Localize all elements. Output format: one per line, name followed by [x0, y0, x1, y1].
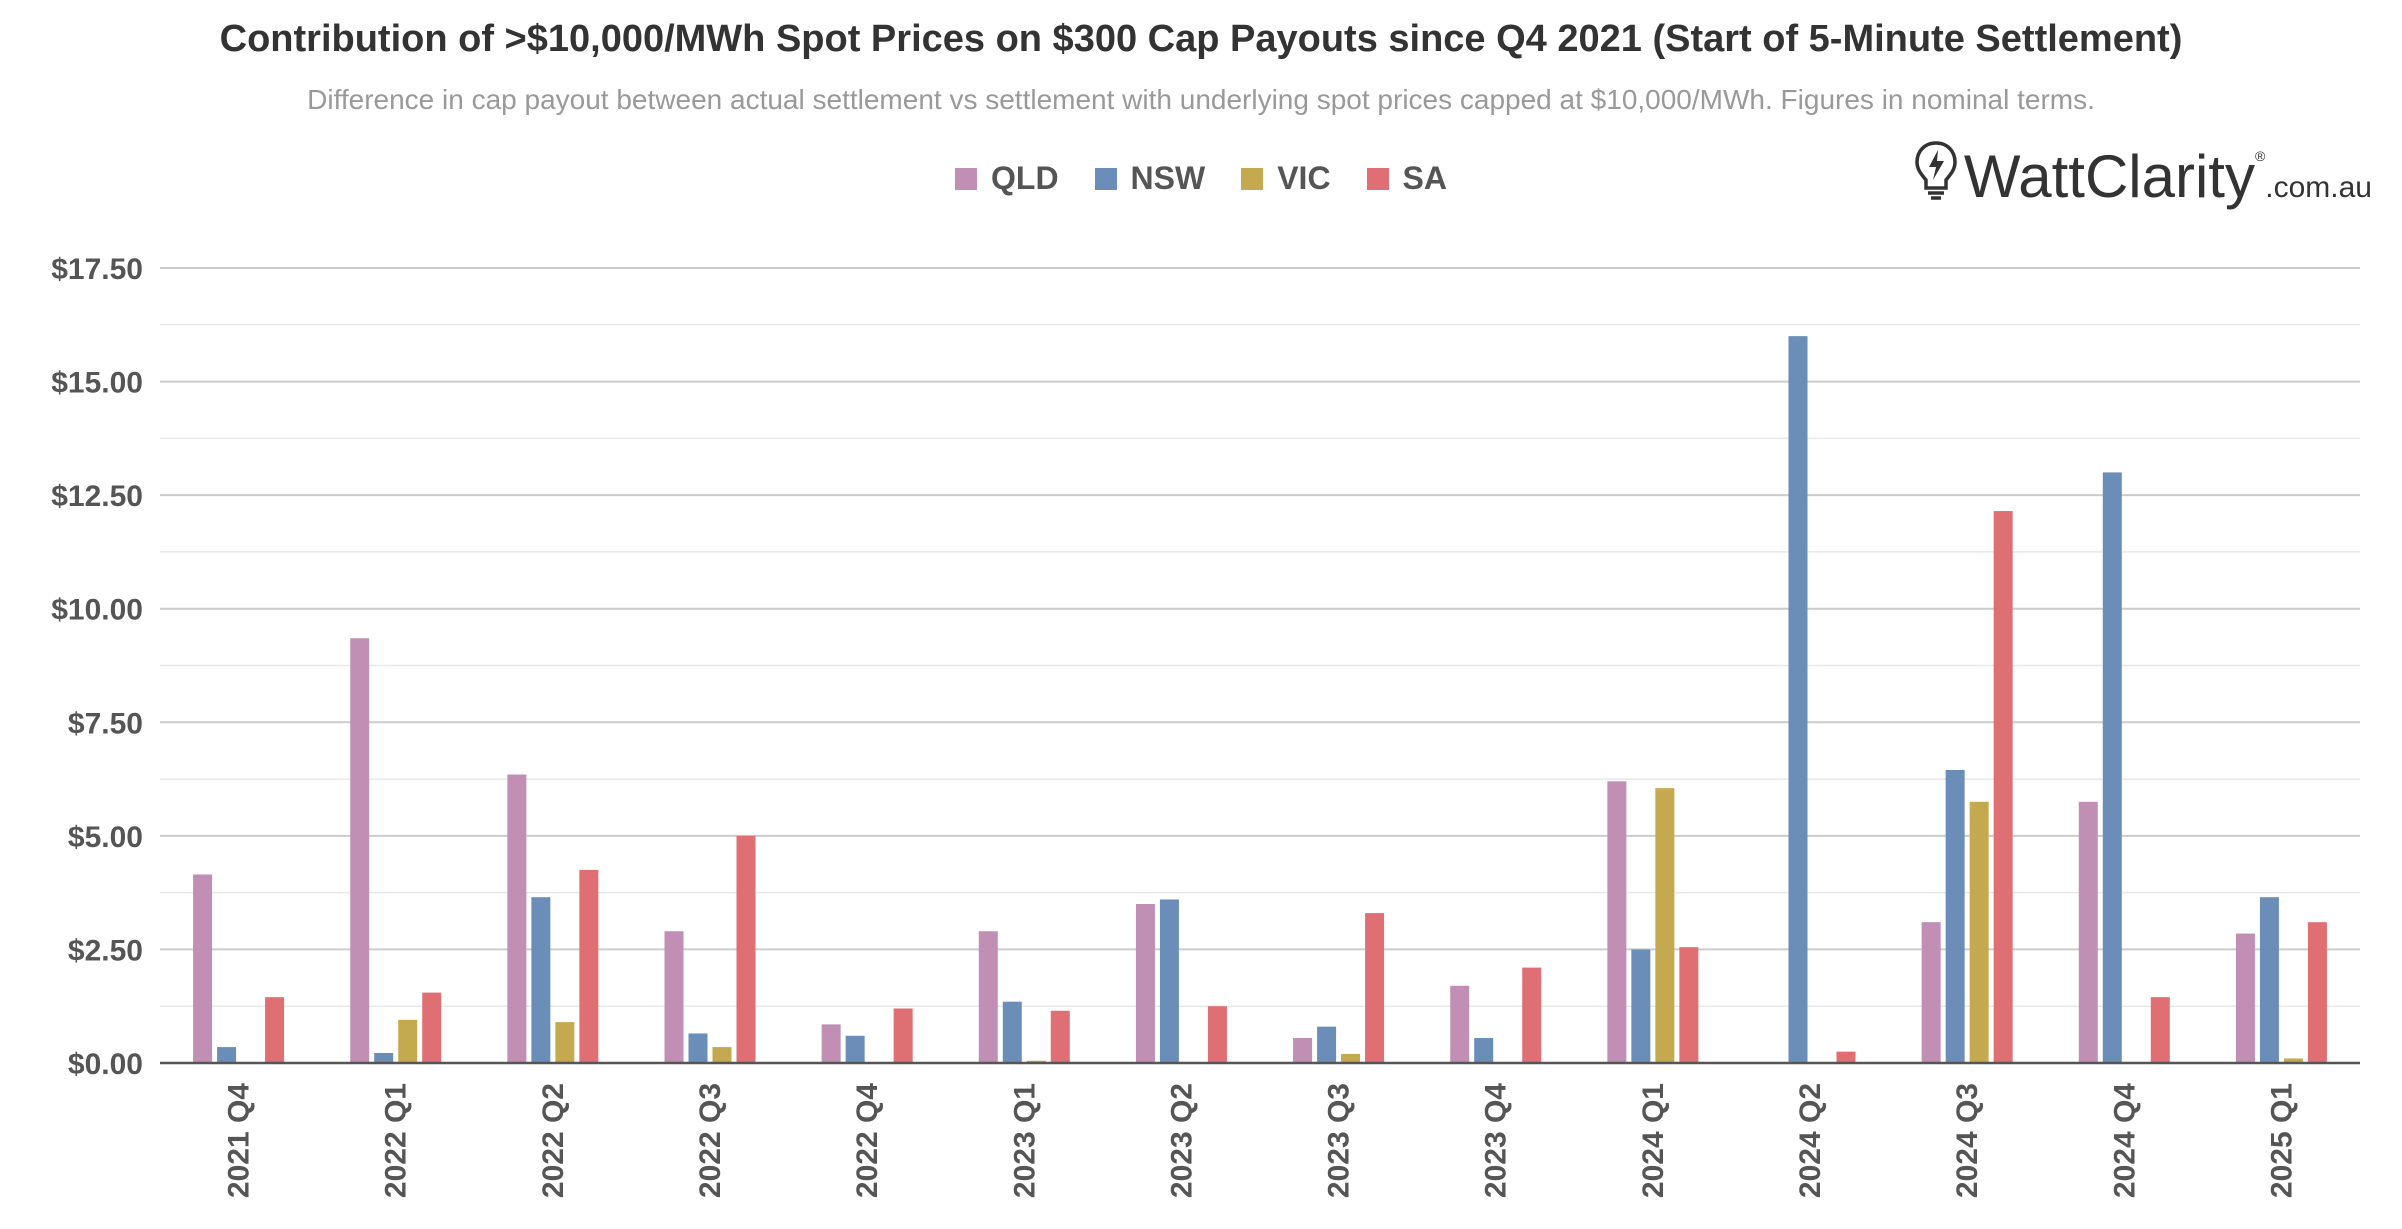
x-tick-label: 2022 Q4 [851, 1083, 884, 1198]
bars-group [193, 336, 2327, 1064]
x-tick-label: 2023 Q3 [1323, 1083, 1356, 1198]
chart-subtitle: Difference in cap payout between actual … [307, 84, 2095, 115]
bar-nsw-2022-q3[interactable] [688, 1033, 708, 1063]
bar-qld-2022-q3[interactable] [664, 931, 684, 1063]
legend-label-sa: SA [1402, 160, 1447, 196]
bar-qld-2023-q3[interactable] [1293, 1038, 1313, 1063]
bar-vic-2024-q1[interactable] [1655, 788, 1675, 1063]
lightbulb-icon [1914, 140, 1958, 207]
bar-qld-2023-q1[interactable] [978, 931, 998, 1063]
bar-qld-2023-q4[interactable] [1450, 985, 1470, 1063]
bar-nsw-2024-q3[interactable] [1945, 769, 1965, 1063]
x-tick-label: 2022 Q2 [537, 1083, 570, 1198]
bar-sa-2021-q4[interactable] [265, 997, 285, 1063]
y-tick-label: $10.00 [51, 594, 143, 627]
bar-qld-2025-q1[interactable] [2235, 933, 2255, 1063]
bar-qld-2024-q1[interactable] [1607, 781, 1627, 1063]
logo-domain-suffix: .com.au [2265, 171, 2372, 204]
x-tick-label: 2023 Q2 [1165, 1083, 1198, 1198]
bar-sa-2023-q4[interactable] [1522, 967, 1542, 1063]
bar-sa-2024-q3[interactable] [1993, 511, 2013, 1063]
bar-sa-2023-q2[interactable] [1207, 1006, 1227, 1063]
bar-qld-2021-q4[interactable] [193, 874, 213, 1063]
bar-nsw-2022-q2[interactable] [531, 897, 551, 1063]
bar-sa-2023-q1[interactable] [1050, 1010, 1070, 1063]
bar-qld-2024-q3[interactable] [1921, 922, 1941, 1063]
bar-nsw-2023-q4[interactable] [1474, 1038, 1494, 1063]
legend-item-qld[interactable]: QLD [955, 160, 1059, 197]
legend-item-sa[interactable]: SA [1366, 160, 1447, 197]
bar-vic-2022-q3[interactable] [712, 1047, 732, 1063]
bar-qld-2024-q4[interactable] [2078, 801, 2098, 1063]
legend-label-qld: QLD [991, 160, 1059, 196]
logo-wordmark: WattClarity [1963, 143, 2255, 210]
bar-sa-2024-q1[interactable] [1679, 947, 1699, 1063]
bar-sa-2025-q1[interactable] [2307, 922, 2327, 1063]
x-tick-label: 2023 Q4 [1480, 1083, 1513, 1198]
y-tick-label: $17.50 [51, 253, 143, 286]
legend-swatch-vic [1241, 167, 1264, 190]
chart-title: Contribution of >$10,000/MWh Spot Prices… [219, 18, 2183, 60]
bar-nsw-2025-q1[interactable] [2259, 897, 2279, 1063]
x-tick-label: 2024 Q2 [1794, 1083, 1827, 1198]
bar-sa-2022-q3[interactable] [736, 835, 756, 1063]
bar-sa-2022-q4[interactable] [893, 1008, 913, 1063]
bar-nsw-2024-q4[interactable] [2102, 472, 2122, 1063]
bar-nsw-2024-q1[interactable] [1631, 949, 1651, 1063]
bar-sa-2024-q4[interactable] [2150, 997, 2170, 1063]
x-tick-label: 2023 Q1 [1008, 1083, 1041, 1198]
bar-qld-2023-q2[interactable] [1135, 904, 1155, 1063]
bar-nsw-2022-q4[interactable] [845, 1035, 865, 1063]
bar-vic-2022-q1[interactable] [398, 1019, 418, 1063]
bar-sa-2022-q2[interactable] [579, 869, 599, 1063]
wattclarity-logo: WattClarity ® .com.au [1914, 140, 2372, 207]
bar-nsw-2022-q1[interactable] [374, 1053, 394, 1063]
bar-sa-2022-q1[interactable] [422, 992, 442, 1063]
legend-label-nsw: NSW [1130, 160, 1206, 196]
legend-label-vic: VIC [1277, 160, 1331, 196]
y-tick-label: $2.50 [68, 934, 143, 967]
bar-sa-2024-q2[interactable] [1836, 1051, 1856, 1063]
legend-swatch-sa [1366, 167, 1389, 190]
y-tick-label: $7.50 [68, 707, 143, 740]
bar-nsw-2023-q3[interactable] [1317, 1026, 1337, 1063]
x-tick-label: 2024 Q3 [1951, 1083, 1984, 1198]
x-tick-label: 2022 Q1 [380, 1083, 413, 1198]
y-tick-label: $12.50 [51, 480, 143, 513]
bar-nsw-2023-q1[interactable] [1002, 1001, 1022, 1063]
bar-nsw-2023-q2[interactable] [1159, 899, 1179, 1063]
bar-nsw-2024-q2[interactable] [1788, 336, 1808, 1064]
bar-nsw-2021-q4[interactable] [217, 1047, 237, 1063]
logo-registered-mark: ® [2254, 148, 2266, 164]
bar-vic-2022-q2[interactable] [555, 1022, 575, 1063]
y-tick-label: $5.00 [68, 821, 143, 854]
grid-lines [160, 267, 2360, 1007]
x-tick-label: 2025 Q1 [2265, 1083, 2298, 1198]
chart-legend: QLD NSW VIC SA [0, 160, 2402, 197]
bar-vic-2023-q3[interactable] [1341, 1053, 1361, 1063]
bar-vic-2025-q1[interactable] [2283, 1058, 2303, 1063]
y-tick-label: $15.00 [51, 367, 143, 400]
x-tick-label: 2021 Q4 [223, 1083, 256, 1198]
legend-item-nsw[interactable]: NSW [1094, 160, 1206, 197]
bar-qld-2022-q2[interactable] [507, 774, 527, 1063]
legend-item-vic[interactable]: VIC [1241, 160, 1331, 197]
legend-swatch-qld [955, 167, 977, 190]
bar-sa-2023-q3[interactable] [1365, 913, 1385, 1063]
bar-qld-2022-q4[interactable] [821, 1024, 841, 1063]
bar-vic-2024-q3[interactable] [1969, 801, 1989, 1063]
bar-qld-2022-q1[interactable] [350, 638, 370, 1063]
legend-swatch-nsw [1094, 167, 1117, 190]
x-tick-label: 2024 Q1 [1637, 1083, 1670, 1198]
axis-group: $0.00 $2.50 $5.00 $7.50 $10.00 $12.50 $15.00 $1… [51, 253, 2360, 1198]
x-tick-label: 2024 Q4 [2108, 1083, 2141, 1198]
x-tick-label: 2022 Q3 [694, 1083, 727, 1198]
y-tick-label: $0.00 [68, 1048, 143, 1081]
